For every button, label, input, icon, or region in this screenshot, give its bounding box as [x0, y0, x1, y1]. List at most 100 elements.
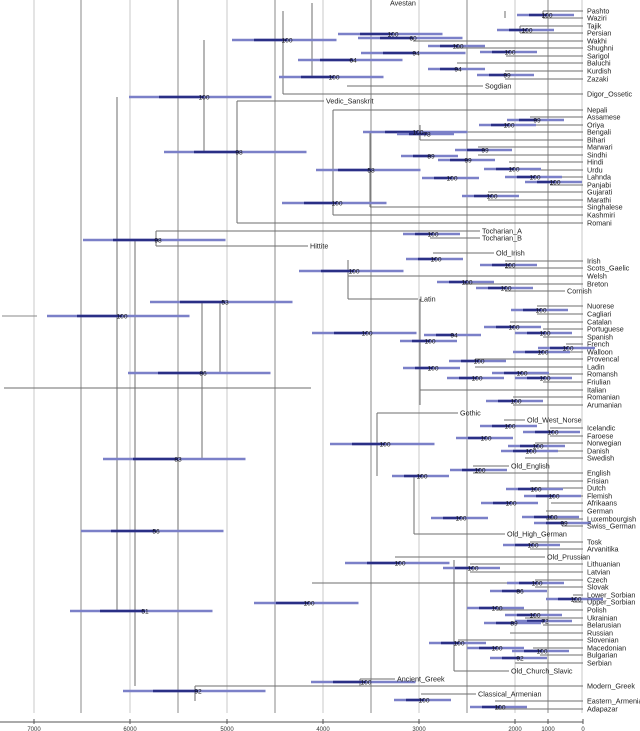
taxon-label: Bihari: [587, 136, 606, 145]
taxon-label: Slovenian: [587, 636, 619, 645]
taxon-label: Nuorese: [587, 302, 614, 311]
node-support-value: 100: [532, 443, 543, 450]
taxon-label: Romansh: [587, 370, 618, 379]
node-support-value: 89: [427, 153, 435, 160]
node-support-value: 100: [562, 345, 573, 352]
node-support-value: 100: [412, 129, 423, 136]
node-support-value: 100: [303, 600, 314, 607]
node-support-value: 100: [360, 679, 371, 686]
axis-tick-label: 1000: [541, 727, 555, 731]
taxon-label: Lithuanian: [587, 560, 620, 569]
node-support-value: 100: [452, 43, 463, 50]
node-support-value: 86: [199, 370, 207, 377]
taxon-label: English: [587, 469, 611, 478]
taxon-labels: PashtoWaziriTajikPersianWakhiShughniSari…: [310, 0, 640, 714]
taxon-label: Gujarati: [587, 188, 613, 197]
node-support-value: 100: [116, 313, 127, 320]
node-support-value: 100: [467, 565, 478, 572]
ancient-taxon-label: Old_Prussian: [547, 553, 590, 562]
node-support-value: 100: [424, 338, 435, 345]
taxon-label: Portuguese: [587, 325, 624, 334]
node-support-value: 100: [548, 493, 559, 500]
node-support-value: 100: [521, 27, 532, 34]
taxon-label: Bulgarian: [587, 651, 617, 660]
node-support-value: 100: [529, 174, 540, 181]
axis-tick-label: 3000: [412, 727, 426, 731]
node-support-value: 100: [427, 231, 438, 238]
node-support-value: 100: [529, 612, 540, 619]
taxon-label: Latvian: [587, 568, 610, 577]
taxon-label: Ladin: [587, 363, 605, 372]
node-support-value: 100: [525, 448, 536, 455]
ancient-taxon-label: Old_West_Norse: [527, 416, 582, 425]
node-support-value: 100: [379, 441, 390, 448]
node-support-value: 100: [546, 514, 557, 521]
node-support-value: 100: [491, 645, 502, 652]
node-support-value: 64: [349, 57, 357, 64]
node-support-value: 100: [361, 330, 372, 337]
taxon-label: Icelandic: [587, 424, 616, 433]
taxon-label: Kurdish: [587, 67, 611, 76]
node-support-value: 100: [541, 12, 552, 19]
node-support-value: 56: [152, 528, 160, 535]
axis-tick-label: 7000: [27, 727, 41, 731]
taxon-label: Tosk: [587, 538, 602, 547]
taxon-label: Swedish: [587, 454, 614, 463]
node-support-value: 94: [450, 332, 458, 339]
node-support-value: 100: [505, 500, 516, 507]
axis-tick-label: 5000: [220, 727, 234, 731]
taxon-label: Flemish: [587, 492, 612, 501]
node-support-value: 100: [455, 515, 466, 522]
ancient-taxon-label: Old_Church_Slavic: [511, 667, 573, 676]
node-support-value: 98: [235, 149, 243, 156]
node-support-value: 100: [416, 473, 427, 480]
taxon-label: Urdu: [587, 166, 603, 175]
node-support-value: 100: [504, 49, 515, 56]
taxon-label: Upper_Sorbian: [587, 598, 635, 607]
taxon-label: Wakhi: [587, 37, 607, 46]
taxon-label: Czech: [587, 576, 607, 585]
taxon-label: Provencal: [587, 355, 619, 364]
hpd-intervals: [2, 13, 603, 709]
node-support-value: 100: [539, 330, 550, 337]
node-support-value: 92: [516, 655, 524, 662]
node-support-value: 100: [281, 37, 292, 44]
node-support-value: 86: [516, 588, 524, 595]
node-support-value: 99: [533, 117, 541, 124]
node-support-value: 100: [494, 704, 505, 711]
ancient-taxon-label: Tocharian_B: [482, 234, 522, 243]
node-support-value: 72: [541, 618, 549, 625]
axis-tick-label: 2000: [508, 727, 522, 731]
node-support-value: 100: [537, 349, 548, 356]
taxon-label: Slovak: [587, 583, 609, 592]
node-support-value: 94: [412, 50, 420, 57]
taxon-label: Baluchi: [587, 59, 611, 68]
taxon-label: Russian: [587, 629, 613, 638]
node-support-value: 99: [560, 520, 568, 527]
node-support-value: 100: [549, 179, 560, 186]
node-support-value: 58: [367, 167, 375, 174]
node-support-value: 100: [328, 74, 339, 81]
taxon-label: Afrikaans: [587, 499, 617, 508]
taxon-label: Cagliari: [587, 310, 612, 319]
node-support-value: 100: [486, 193, 497, 200]
node-support-value: 100: [427, 365, 438, 372]
time-axis: 7000 6000 5000 4000 3000 2000 1000 0: [0, 719, 585, 731]
node-support-value: 100: [503, 122, 514, 129]
taxon-label: Irish: [587, 257, 601, 266]
taxon-label: French: [587, 340, 609, 349]
tree-branches: [4, 3, 583, 710]
node-support-value: 60: [409, 35, 417, 42]
axis-tick-label: 0: [581, 727, 585, 731]
node-support-value: 100: [387, 31, 398, 38]
taxon-label: Tajik: [587, 22, 602, 31]
node-support-value: 100: [418, 697, 429, 704]
node-support-labels: 1001001006010010010094649499100100991001…: [116, 12, 581, 711]
node-support-value: 100: [547, 429, 558, 436]
node-support-value: 100: [527, 542, 538, 549]
taxon-label: Modern_Greek: [587, 682, 635, 691]
taxon-label: Singhalese: [587, 203, 623, 212]
ancient-taxon-label: Hittite: [310, 242, 328, 251]
taxon-label: Ukrainian: [587, 614, 617, 623]
node-support-value: 100: [480, 435, 491, 442]
